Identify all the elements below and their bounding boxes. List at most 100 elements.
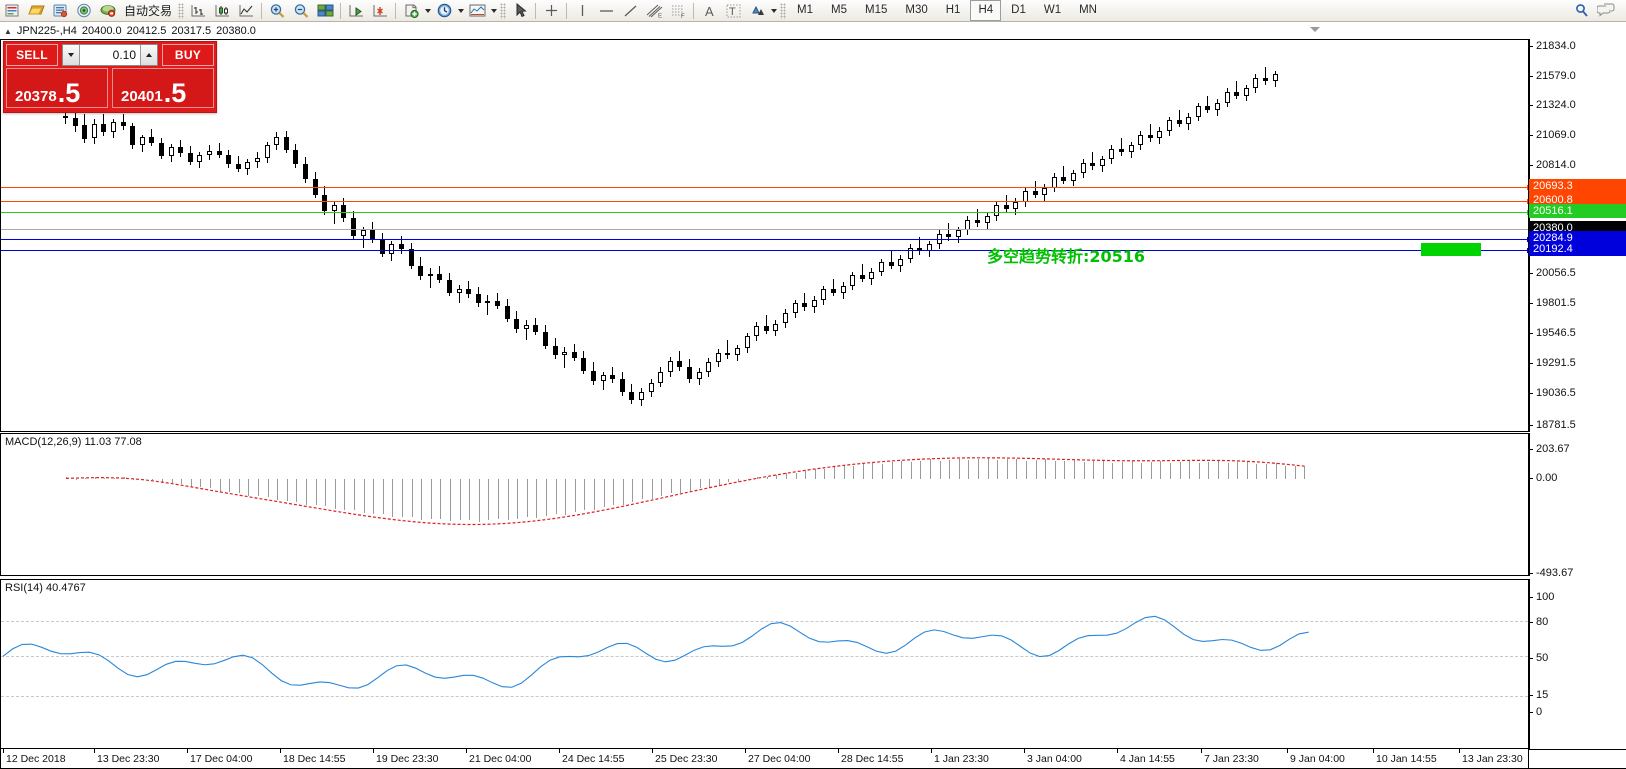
price-level-handle[interactable] xyxy=(1527,210,1528,215)
volume-dropdown-caret-icon[interactable] xyxy=(63,45,80,65)
folder-icon[interactable] xyxy=(24,1,48,21)
chat-icon[interactable] xyxy=(1594,1,1618,21)
buy-price-button[interactable]: 20401 .5 xyxy=(112,68,214,108)
timeframe-button-m15[interactable]: M15 xyxy=(864,4,888,16)
candle xyxy=(1253,40,1259,431)
tile-windows-icon[interactable] xyxy=(313,1,337,21)
period-icon[interactable] xyxy=(432,1,456,21)
volume-stepper-up-icon[interactable] xyxy=(140,45,157,65)
line-chart-icon[interactable] xyxy=(234,1,258,21)
annotation-highlight-box[interactable] xyxy=(1421,243,1481,256)
fibonacci-retracement-icon[interactable]: F xyxy=(666,1,690,21)
zoom-out-icon[interactable] xyxy=(289,1,313,21)
candlestick-chart-icon[interactable] xyxy=(210,1,234,21)
toolbar-separator xyxy=(566,2,568,19)
toolbar-grip[interactable] xyxy=(178,2,185,19)
candle xyxy=(898,40,904,431)
trendline-icon[interactable] xyxy=(618,1,642,21)
candle-body xyxy=(63,115,68,118)
text-box-icon[interactable]: T xyxy=(721,1,745,21)
rsi-indicator-pane[interactable]: RSI(14) 40.4767 xyxy=(0,579,1529,749)
templates-icon[interactable] xyxy=(465,1,489,21)
candle-body xyxy=(715,353,721,363)
timeframe-button-h4[interactable]: H4 xyxy=(970,0,1002,21)
price-level-handle[interactable] xyxy=(1527,185,1528,190)
candle-wick xyxy=(1178,109,1180,128)
auto-scroll-icon[interactable] xyxy=(344,1,368,21)
chart-collapse-icon[interactable]: ▲ xyxy=(4,26,12,36)
macd-indicator-pane[interactable]: MACD(12,26,9) 11.03 77.08 xyxy=(0,433,1529,576)
candle xyxy=(648,40,655,431)
sell-button[interactable]: SELL xyxy=(6,44,58,66)
price-level-handle[interactable] xyxy=(1527,199,1528,204)
toolbar-grip[interactable] xyxy=(500,2,507,19)
equidistant-channel-icon[interactable]: E xyxy=(642,1,666,21)
macd-histogram-bar xyxy=(1198,462,1200,479)
macd-histogram-bar xyxy=(258,479,259,497)
indicators-icon[interactable] xyxy=(399,1,423,21)
arrows-icon[interactable] xyxy=(745,1,769,21)
zoom-in-icon[interactable] xyxy=(265,1,289,21)
market-watch-icon[interactable] xyxy=(72,1,96,21)
timeframe-button-m30[interactable]: M30 xyxy=(905,4,928,16)
price-level-line[interactable] xyxy=(1,248,1528,253)
candle-wick xyxy=(333,201,335,225)
candle-body xyxy=(687,367,692,380)
price-level-line[interactable] xyxy=(1,210,1528,215)
navigator-icon[interactable] xyxy=(96,1,120,21)
bar-chart-icon[interactable] xyxy=(186,1,210,21)
candle xyxy=(1224,40,1231,431)
timeframe-button-m5[interactable]: M5 xyxy=(831,4,847,16)
volume-input-group[interactable]: 0.10 xyxy=(62,44,158,66)
price-chart-pane[interactable]: 多空趋势转折:20516 xyxy=(0,39,1529,432)
one-click-trading-panel[interactable]: SELL 0.10 BUY 20378 .5 20401 .5 xyxy=(3,41,217,113)
timeframe-button-w1[interactable]: W1 xyxy=(1043,4,1062,16)
auto-trading-label[interactable]: 自动交易 xyxy=(124,4,173,18)
search-icon[interactable] xyxy=(1570,1,1594,21)
candle-body xyxy=(360,230,366,237)
chart-shift-icon[interactable] xyxy=(368,1,392,21)
arrows-dropdown-caret[interactable] xyxy=(769,1,778,21)
sell-price-button[interactable]: 20378 .5 xyxy=(6,68,108,108)
candle-body xyxy=(955,230,961,238)
rsi-scale[interactable]: 100 80 50 15 0 xyxy=(1529,579,1626,749)
timeframe-button-mn[interactable]: MN xyxy=(1079,4,1097,16)
macd-axis-tick: -493.67 xyxy=(1529,567,1573,579)
price-level-handle[interactable] xyxy=(1527,248,1528,253)
macd-histogram-bar xyxy=(661,479,663,497)
price-level-handle[interactable] xyxy=(1527,237,1528,242)
timeframe-button-d1[interactable]: D1 xyxy=(1011,4,1026,16)
price-level-line[interactable] xyxy=(1,237,1528,242)
candle-body xyxy=(149,136,155,143)
candle xyxy=(495,40,501,431)
price-level-line[interactable] xyxy=(1,229,1528,230)
timeframe-button-h1[interactable]: H1 xyxy=(945,4,961,16)
vertical-line-icon[interactable] xyxy=(570,1,594,21)
crosshair-icon[interactable] xyxy=(539,1,563,21)
cursor-icon[interactable] xyxy=(508,1,532,21)
candle xyxy=(975,40,981,431)
macd-histogram-bar xyxy=(1160,460,1162,479)
candle-wick xyxy=(679,350,681,371)
toolbar-grip[interactable] xyxy=(780,2,787,19)
candle xyxy=(552,40,559,431)
text-label-icon[interactable]: A xyxy=(697,1,721,21)
new-order-icon[interactable] xyxy=(0,1,24,21)
horizontal-line-icon[interactable] xyxy=(594,1,618,21)
buy-button[interactable]: BUY xyxy=(162,44,214,66)
price-scale[interactable]: 21834.0 21579.0 21324.0 21069.0 20814.0 20056… xyxy=(1529,39,1626,432)
period-dropdown-caret[interactable] xyxy=(456,1,465,21)
candle xyxy=(82,40,88,431)
volume-input[interactable]: 0.10 xyxy=(112,48,136,62)
macd-histogram-bar xyxy=(747,479,749,480)
price-level-line[interactable] xyxy=(1,185,1528,190)
trend-reversal-annotation[interactable]: 多空趋势转折:20516 xyxy=(987,247,1146,266)
macd-scale[interactable]: 203.67 0.00 -493.67 xyxy=(1529,433,1626,579)
timeframe-button-m1[interactable]: M1 xyxy=(797,4,813,16)
templates-dropdown-caret[interactable] xyxy=(489,1,498,21)
price-level-line[interactable] xyxy=(1,199,1528,204)
open-data-folder-icon[interactable] xyxy=(48,1,72,21)
indicators-dropdown-caret[interactable] xyxy=(423,1,432,21)
candle xyxy=(514,40,520,431)
time-axis[interactable]: 12 Dec 2018 13 Dec 23:30 17 Dec 04:00 18 De… xyxy=(0,749,1529,769)
